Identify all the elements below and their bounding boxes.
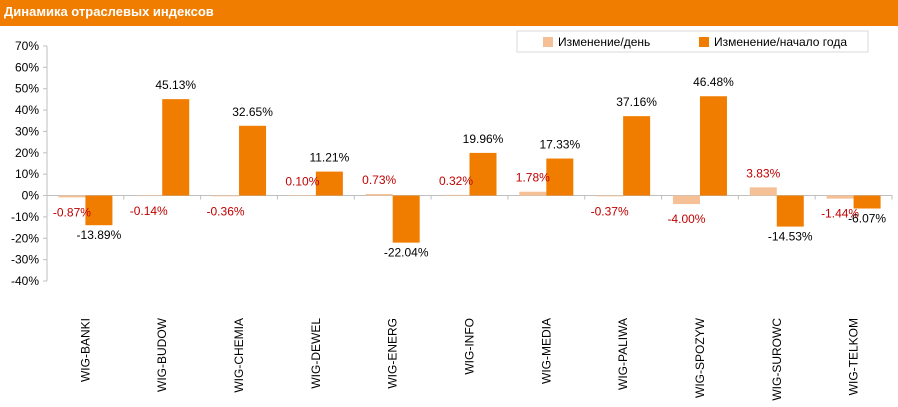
data-label-ytd: -14.53% (768, 230, 813, 244)
chart-header-bar: Динамика отраслевых индексов (0, 0, 898, 26)
y-tick-label: 40% (15, 103, 39, 117)
data-label-day: 1.78% (516, 171, 550, 185)
bar-ytd (315, 171, 343, 196)
bar-day (749, 187, 777, 196)
data-label-day: -0.87% (53, 205, 91, 219)
data-label-ytd: -13.89% (77, 228, 122, 242)
data-label-day: -4.00% (667, 212, 705, 226)
x-category-label: WIG-SUROWC (770, 318, 784, 401)
bar-day (212, 195, 240, 197)
data-label-day: -1.44% (821, 207, 859, 221)
y-tick-label: 50% (15, 82, 39, 96)
legend-label-ytd: Изменение/начало года (714, 35, 847, 49)
x-category-label: WIG-CHEMIA (232, 318, 246, 393)
legend-box (516, 30, 869, 53)
y-tick-label: 30% (15, 124, 39, 138)
y-tick-label: -20% (11, 231, 39, 245)
legend-label-day: Изменение/день (558, 35, 650, 49)
bar-day (596, 195, 624, 197)
data-label-day: 0.73% (362, 173, 396, 187)
chart-bars (58, 96, 881, 243)
bar-ytd (546, 158, 574, 196)
bar-day (135, 195, 163, 197)
bar-ytd (162, 99, 190, 196)
x-category-label: WIG-INFO (463, 318, 477, 375)
data-label-ytd: -22.04% (384, 246, 429, 260)
legend-swatch-ytd (699, 37, 709, 47)
y-tick-label: -40% (11, 274, 39, 288)
bar-ytd (776, 195, 804, 227)
y-tick-label: -10% (11, 210, 39, 224)
x-category-label: WIG-TELKOM (847, 318, 861, 395)
data-label-ytd: 32.65% (232, 105, 273, 119)
bar-day (519, 191, 547, 196)
bar-day (672, 195, 700, 205)
x-category-label: WIG-SPOZYW (693, 317, 707, 398)
bar-ytd (469, 152, 497, 196)
bar-ytd (392, 195, 420, 243)
bar-ytd (853, 195, 881, 209)
bar-day (442, 194, 470, 196)
chart-data-labels: -13.89% -0.87% 45.13% -0.14% 32.65% -0.36% 11.… (53, 75, 887, 259)
chart-title: Динамика отраслевых индексов (4, 4, 214, 19)
bar-day (58, 195, 86, 198)
x-category-label: WIG-ENERG (386, 318, 400, 389)
data-label-day: -0.36% (207, 204, 245, 218)
y-tick-label: 10% (15, 167, 39, 181)
data-label-ytd: 37.16% (616, 95, 657, 109)
bar-ytd (699, 96, 727, 196)
data-label-day: -0.37% (591, 204, 629, 218)
bar-ytd (85, 195, 113, 226)
x-category-label: WIG-BANKI (78, 318, 92, 382)
data-label-ytd: 46.48% (693, 75, 734, 89)
legend-swatch-day (543, 37, 553, 47)
x-category-label: WIG-MEDIA (539, 318, 553, 384)
y-tick-label: 70% (15, 39, 39, 53)
data-label-day: 0.32% (439, 174, 473, 188)
y-tick-label: 20% (15, 146, 39, 160)
data-label-ytd: 17.33% (539, 138, 580, 152)
x-category-label: WIG-DEWEL (309, 318, 323, 389)
y-tick-label: 0% (22, 189, 40, 203)
bar-day (365, 193, 393, 196)
data-label-ytd: -6.07% (848, 212, 886, 226)
chart-legend: Изменение/день Изменение/начало года (516, 30, 869, 53)
bar-ytd (623, 116, 651, 196)
bar-day (826, 195, 854, 199)
data-label-day: 3.83% (746, 166, 780, 180)
data-label-ytd: 45.13% (155, 78, 196, 92)
data-label-ytd: 19.96% (463, 132, 504, 146)
data-label-day: -0.14% (130, 204, 168, 218)
bar-ytd (239, 125, 267, 196)
bar-day (288, 195, 316, 196)
x-category-label: WIG-BUDOW (155, 317, 169, 392)
y-tick-label: 60% (15, 60, 39, 74)
data-label-day: 0.10% (285, 174, 319, 188)
chart-axes: -40% -30% -20% -10% 0% 10% 20% 30% 40% 50% 60% 70% W… (11, 39, 893, 401)
data-label-ytd: 11.21% (309, 151, 349, 165)
x-category-label: WIG-PALIWA (616, 318, 630, 390)
y-tick-label: -30% (11, 253, 39, 267)
